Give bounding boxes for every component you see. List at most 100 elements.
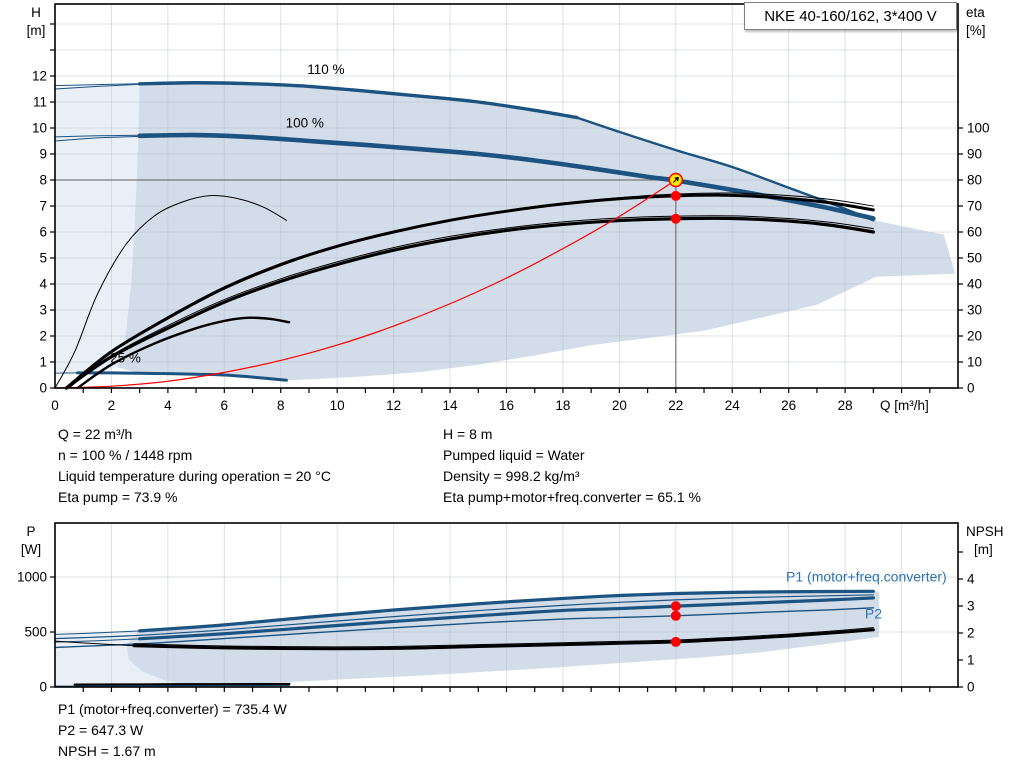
info-eta-total-line: Eta pump+motor+freq.converter = 65.1 %	[443, 489, 701, 505]
npsh-curve	[132, 628, 875, 651]
y-right-tick-label: 90	[967, 147, 982, 162]
y-right-tick-label: 1	[967, 653, 975, 668]
y-left-axis-title: H	[31, 5, 41, 20]
y-left-tick-label: 6	[39, 225, 47, 240]
y-left-tick-label: 11	[33, 95, 47, 110]
grid-layer	[55, 523, 958, 687]
p2-curve-label: P2	[865, 605, 882, 621]
y-left-tick-label: 5	[39, 251, 47, 266]
info-temperature-line: Liquid temperature during operation = 20…	[58, 468, 331, 484]
x-tick-label: 22	[668, 398, 683, 413]
p1-curve-label: P1 (motor+freq.converter)	[786, 569, 947, 585]
y-right-axis-title: eta	[966, 5, 985, 20]
operating-envelope-pale	[55, 83, 140, 373]
npsh-lead	[54, 640, 135, 647]
power-info: P1 (motor+freq.converter) = 735.4 W P2 =…	[58, 699, 287, 762]
axes-layer: 0 500 1000 0 1 2 3 4 P [W] NPSH [m]	[17, 522, 1004, 695]
y-right-tick-label: 0	[967, 381, 975, 396]
envelope-layer	[55, 82, 956, 381]
curve-layer	[54, 81, 876, 390]
y-right-tick-label: 100	[967, 121, 990, 136]
y-right-tick-label: 20	[967, 329, 982, 344]
y-right-tick-label: 70	[967, 199, 982, 214]
marker-layer	[670, 601, 681, 647]
p1-110-curve	[138, 589, 875, 633]
y-right-tick-label: 50	[967, 251, 982, 266]
p1-110-lead	[54, 630, 141, 635]
eta-pump-curve	[64, 193, 875, 390]
curve-100-lead-lower	[54, 135, 141, 142]
x-tick-label: 24	[725, 398, 741, 413]
eta-total-marker	[670, 213, 681, 224]
x-tick-label: 14	[443, 398, 459, 413]
y-left-tick-label: 10	[32, 121, 47, 136]
x-tick-label: 2	[108, 398, 116, 413]
y-left-axis-title: P	[26, 524, 35, 539]
x-tick-label: 4	[164, 398, 172, 413]
npsh-curve-thin	[133, 627, 874, 648]
x-tick-label: 6	[221, 398, 229, 413]
speed-label-25: 25 %	[110, 351, 141, 366]
eta-pump-marker	[670, 190, 681, 201]
y-right-tick-label: 3	[967, 599, 975, 614]
info-head-line: H = 8 m	[443, 426, 493, 442]
x-tick-label: 12	[386, 398, 401, 413]
p1-marker	[670, 601, 681, 612]
y-left-tick-label: 12	[32, 69, 47, 84]
curve-100-lead-upper	[54, 134, 141, 138]
y-right-axis-unit: [%]	[966, 23, 986, 38]
y-left-tick-label: 1	[39, 355, 47, 370]
y-right-tick-label: 80	[967, 173, 982, 188]
curve-110	[137, 81, 579, 120]
y-left-tick-label: 8	[39, 173, 47, 188]
y-left-tick-label: 4	[39, 277, 47, 292]
info-density-line: Density = 998.2 kg/m³	[443, 468, 580, 484]
curve-110-lead-lower	[54, 83, 141, 90]
y-left-axis-unit: [m]	[27, 23, 46, 38]
x-tick-label: 16	[499, 398, 514, 413]
eta-total-curve-25-speed	[76, 316, 291, 390]
y-right-tick-label: 30	[967, 303, 982, 318]
info-eta-pump-line: Eta pump = 73.9 %	[58, 489, 178, 505]
x-axis-title: Q [m³/h]	[880, 398, 929, 413]
power-npsh-chart: P1 (motor+freq.converter) P2 0 500 1000 0 1 2 3 4…	[17, 522, 1004, 695]
x-tick-label: 10	[330, 398, 345, 413]
y-right-axis-title: NPSH	[966, 524, 1004, 539]
speed-label-110: 110 %	[307, 62, 344, 77]
p1-100-curve	[138, 596, 875, 641]
info-speed-line: n = 100 % / 1448 rpm	[58, 447, 193, 463]
y-right-tick-label: 60	[967, 225, 982, 240]
y-right-tick-label: 2	[967, 626, 975, 641]
pump-title-box: NKE 40-160/162, 3*400 V	[744, 2, 957, 30]
y-left-tick-label: 3	[39, 303, 47, 318]
y-right-tick-label: 0	[967, 680, 975, 695]
info-p2-line: P2 = 647.3 W	[58, 722, 144, 738]
p2-marker	[670, 610, 681, 621]
info-liquid-line: Pumped liquid = Water	[443, 447, 585, 463]
x-tick-label: 28	[838, 398, 853, 413]
info-npsh-line: NPSH = 1.67 m	[58, 743, 156, 759]
curve-layer	[54, 589, 875, 687]
curve-110-lead-upper	[54, 83, 141, 87]
x-tick-label: 8	[277, 398, 285, 413]
y-left-axis-unit: [W]	[21, 542, 41, 557]
pump-title: NKE 40-160/162, 3*400 V	[764, 7, 937, 25]
x-tick-label: 20	[612, 398, 627, 413]
x-tick-label: 0	[51, 398, 59, 413]
y-right-tick-label: 4	[967, 572, 975, 587]
y-left-tick-label: 7	[39, 199, 47, 214]
y-left-tick-label: 0	[39, 680, 47, 695]
npsh-marker	[670, 636, 681, 647]
info-p1-line: P1 (motor+freq.converter) = 735.4 W	[58, 701, 287, 717]
y-right-tick-label: 10	[967, 355, 982, 370]
p2-110-curve	[54, 594, 874, 640]
y-left-tick-label: 500	[24, 625, 47, 640]
system-curve	[54, 179, 677, 389]
y-left-tick-label: 9	[39, 147, 47, 162]
x-tick-label: 18	[555, 398, 570, 413]
duty-info-left: Q = 22 m³/h n = 100 % / 1448 rpm Liquid …	[58, 424, 331, 508]
p-25-curve	[73, 682, 291, 687]
y-left-tick-label: 1000	[17, 570, 47, 585]
marker-layer	[668, 172, 684, 224]
